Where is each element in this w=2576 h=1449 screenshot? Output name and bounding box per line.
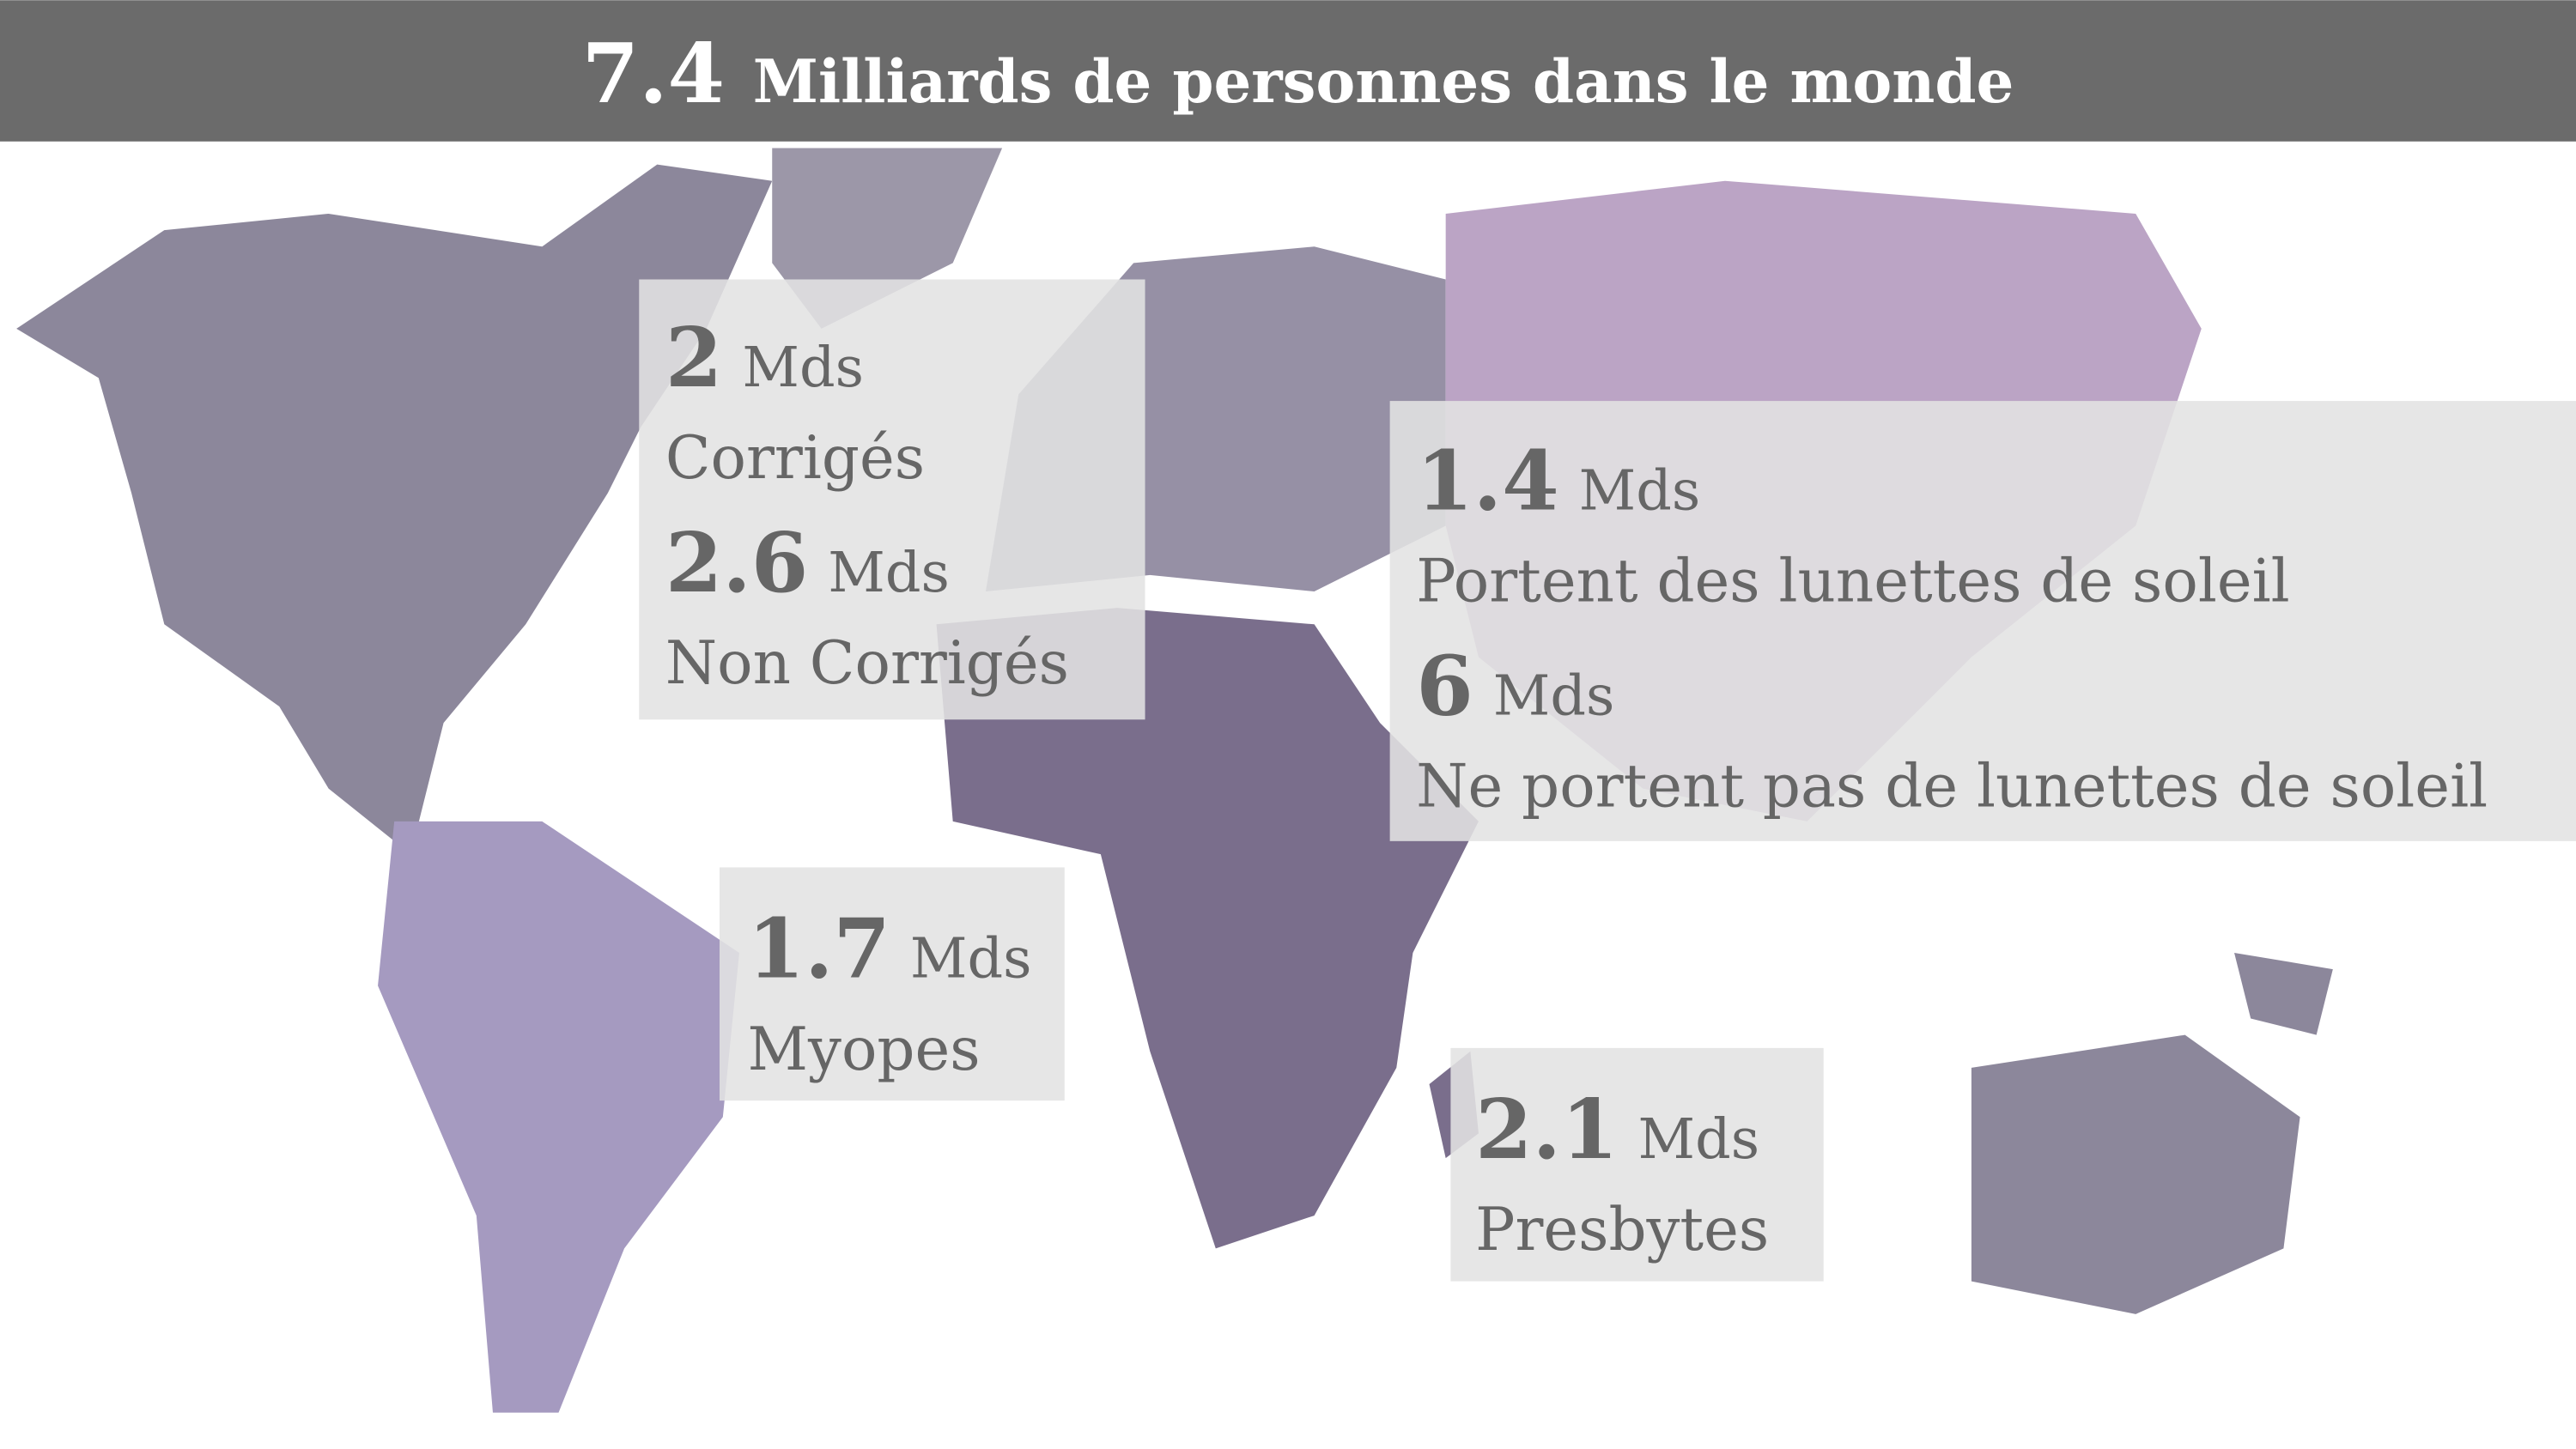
stat-box-bg [1389, 401, 2576, 841]
stat-label: Presbytes [1475, 1196, 1769, 1264]
stat-value: 6 [1416, 638, 1473, 735]
stat-unit: Mds [742, 336, 864, 400]
stat-value-line: 1.7 Mds [748, 900, 1032, 997]
header-title: Milliards de personnes dans le monde [753, 47, 2014, 117]
stat-box-bg [720, 867, 1065, 1101]
stat-value-line: 2.6 Mds [665, 514, 950, 611]
stat-value: 1.7 [748, 900, 890, 997]
stat-value: 2.6 [665, 514, 808, 611]
stat-value: 1.4 [1416, 432, 1558, 529]
stat-value: 2 [665, 309, 723, 406]
stat-unit: Mds [1493, 664, 1615, 729]
stat-box: 2 Mds Corrigés 2.6 Mds Non Corrigés [639, 279, 1145, 720]
stat-box: 1.4 Mds Portent des lunettes de soleil 6 Mds… [1389, 401, 2576, 841]
stat-unit: Mds [910, 927, 1032, 991]
stat-box: 1.7 Mds Myopes [720, 867, 1065, 1101]
header: 7.4 Milliards de personnes dans le monde [582, 25, 2014, 122]
header-value: 7.4 [582, 25, 725, 122]
stat-label: Corrigés [665, 424, 925, 493]
stat-label: Myopes [748, 1016, 981, 1084]
stat-unit: Mds [1579, 458, 1701, 523]
stat-boxes: 2 Mds Corrigés 2.6 Mds Non Corrigés 1.4 Mds Port… [639, 279, 2576, 1282]
stat-box: 2.1 Mds Presbytes [1450, 1047, 1824, 1282]
stat-label: Non Corrigés [665, 629, 1069, 698]
stat-box-bg [1450, 1047, 1824, 1282]
stat-value-line: 2.1 Mds [1475, 1081, 1759, 1178]
stat-value-line: 6 Mds [1416, 638, 1614, 735]
stat-value-line: 1.4 Mds [1416, 432, 1700, 529]
header-bar [0, 0, 2576, 142]
stat-unit: Mds [1637, 1107, 1759, 1172]
stat-label: Ne portent pas de lunettes de soleil [1416, 753, 2488, 822]
stat-value: 2.1 [1475, 1081, 1618, 1178]
stat-value-line: 2 Mds [665, 309, 864, 406]
stat-box-bg [639, 279, 1145, 720]
stat-label: Portent des lunettes de soleil [1416, 548, 2289, 616]
stat-unit: Mds [828, 541, 950, 605]
